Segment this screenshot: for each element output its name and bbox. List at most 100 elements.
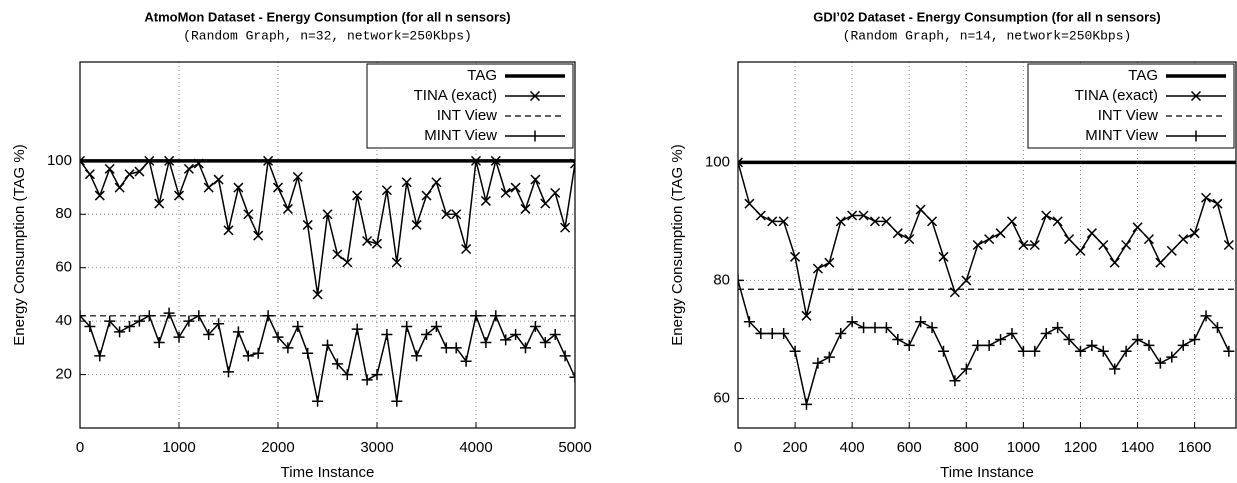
- x-tick-label: 2000: [261, 439, 294, 456]
- marker: [421, 190, 432, 201]
- marker: [767, 216, 778, 227]
- marker: [243, 209, 254, 220]
- marker: [1223, 345, 1235, 357]
- marker: [926, 322, 938, 334]
- marker: [193, 310, 205, 322]
- marker: [114, 326, 126, 338]
- marker: [480, 195, 491, 206]
- marker: [104, 315, 116, 327]
- marker: [272, 331, 284, 343]
- marker: [1040, 328, 1052, 340]
- marker: [1211, 322, 1223, 334]
- marker: [1109, 363, 1121, 375]
- marker: [263, 155, 274, 166]
- y-tick-label: 80: [55, 205, 72, 222]
- marker: [163, 307, 175, 319]
- marker: [342, 257, 353, 268]
- y-axis-label: Energy Consumption (TAG %): [669, 144, 686, 345]
- marker: [1086, 339, 1098, 351]
- marker: [282, 203, 293, 214]
- marker: [352, 190, 363, 201]
- marker: [1189, 333, 1201, 345]
- chart: AtmoMon Dataset - Energy Consumption (fo…: [11, 9, 592, 481]
- y-tick-label: 20: [55, 366, 72, 383]
- marker: [430, 320, 442, 332]
- marker: [738, 274, 744, 286]
- marker: [252, 347, 264, 359]
- marker: [949, 375, 961, 387]
- marker: [778, 216, 789, 227]
- marker: [559, 350, 571, 362]
- x-tick-label: 3000: [360, 439, 393, 456]
- marker: [411, 219, 422, 230]
- marker: [411, 350, 423, 362]
- y-tick-label: 100: [47, 152, 72, 169]
- marker: [823, 351, 835, 363]
- marker: [1212, 198, 1223, 209]
- marker: [490, 310, 502, 322]
- marker: [124, 320, 135, 332]
- legend-label: TAG: [1128, 67, 1158, 84]
- marker: [869, 322, 881, 334]
- marker: [322, 339, 333, 351]
- marker: [1052, 322, 1064, 334]
- marker: [183, 315, 195, 327]
- marker: [144, 155, 155, 166]
- marker: [846, 316, 858, 328]
- series-line: [80, 158, 575, 295]
- x-tick-label: 600: [897, 439, 922, 456]
- marker: [1177, 339, 1189, 351]
- marker: [84, 320, 96, 332]
- marker: [915, 316, 927, 328]
- marker: [233, 182, 244, 193]
- marker: [302, 347, 314, 359]
- marker: [450, 342, 462, 354]
- marker: [480, 337, 492, 349]
- marker: [892, 228, 903, 239]
- marker: [262, 310, 274, 322]
- marker: [903, 339, 915, 351]
- marker: [361, 374, 373, 386]
- legend-label: TINA (exact): [414, 87, 497, 104]
- marker: [1098, 239, 1109, 251]
- x-tick-label: 200: [783, 439, 808, 456]
- marker: [1200, 192, 1212, 203]
- marker: [539, 337, 551, 349]
- chart: GDI’02 Dataset - Energy Consumption (for…: [669, 9, 1237, 481]
- legend-label: MINT View: [424, 127, 497, 144]
- x-tick-label: 400: [840, 439, 865, 456]
- marker: [1074, 345, 1086, 357]
- marker: [1064, 234, 1075, 245]
- marker: [984, 234, 995, 245]
- marker: [881, 216, 892, 227]
- marker: [451, 209, 462, 220]
- marker: [858, 210, 869, 221]
- legend-box: [1027, 63, 1235, 149]
- marker: [1132, 333, 1144, 345]
- marker: [282, 342, 294, 354]
- marker: [972, 339, 984, 351]
- marker: [790, 251, 801, 262]
- marker: [892, 333, 904, 345]
- marker: [812, 357, 824, 369]
- marker: [312, 395, 324, 407]
- x-tick-label: 800: [954, 439, 979, 456]
- marker: [164, 155, 175, 166]
- marker: [470, 155, 482, 166]
- marker: [550, 187, 561, 198]
- marker: [94, 350, 106, 362]
- marker: [824, 257, 835, 268]
- marker: [1097, 345, 1109, 357]
- marker: [744, 198, 755, 209]
- plot: [738, 157, 1236, 410]
- chart-subtitle: (Random Graph, n=32, network=250Kbps): [183, 28, 472, 43]
- marker: [540, 198, 551, 209]
- marker: [421, 328, 432, 340]
- legend-marker: [529, 90, 541, 102]
- marker: [800, 398, 812, 410]
- marker: [203, 182, 214, 193]
- marker: [331, 358, 343, 370]
- legend-label: TAG: [467, 67, 497, 84]
- marker: [766, 328, 778, 340]
